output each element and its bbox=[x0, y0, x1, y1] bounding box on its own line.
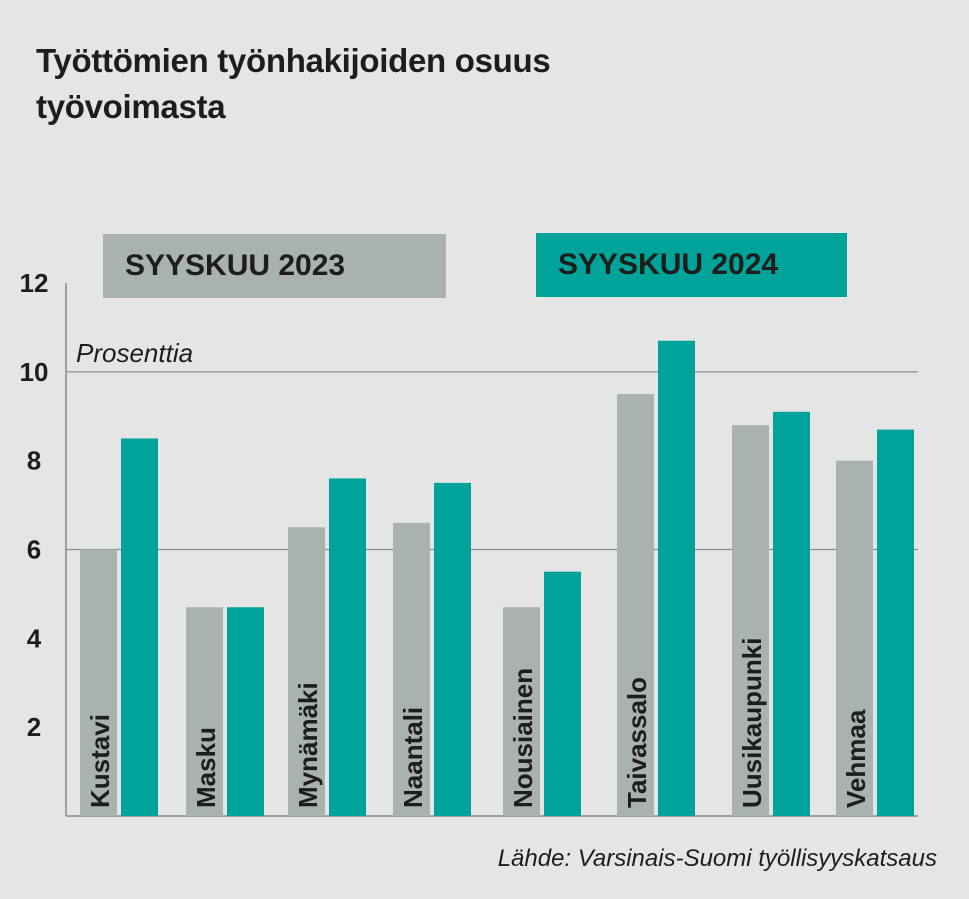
legend-item-2024: SYYSKUU 2024 bbox=[536, 233, 847, 297]
category-label-uusikaupunki: Uusikaupunki bbox=[737, 638, 767, 808]
y-tick-label-12: 12 bbox=[20, 268, 49, 298]
source-note: Lähde: Varsinais-Suomi työllisyyskatsaus bbox=[497, 845, 937, 872]
bar-mynämäki-2024 bbox=[329, 478, 366, 816]
bar-uusikaupunki-2023 bbox=[732, 425, 769, 816]
bar-nousiainen-2023 bbox=[503, 607, 540, 816]
bar-masku-2024 bbox=[227, 607, 264, 816]
category-label-kustavi: Kustavi bbox=[85, 714, 115, 808]
bar-nousiainen-2024 bbox=[544, 571, 581, 816]
y-tick-label-6: 6 bbox=[27, 535, 41, 565]
category-label-vehmaa: Vehmaa bbox=[841, 709, 871, 808]
bar-kustavi-2023 bbox=[80, 549, 117, 816]
bar-naantali-2024 bbox=[434, 482, 471, 816]
y-tick-label-8: 8 bbox=[27, 446, 41, 476]
legend-label-2024: SYYSKUU 2024 bbox=[558, 248, 779, 281]
y-tick-label-4: 4 bbox=[27, 623, 42, 653]
category-label-taivassalo: Taivassalo bbox=[622, 677, 652, 808]
bar-taivassalo-2023 bbox=[617, 394, 654, 816]
legend-item-2023: SYYSKUU 2023 bbox=[103, 234, 446, 298]
bar-naantali-2023 bbox=[393, 522, 430, 816]
category-label-masku: Masku bbox=[191, 727, 221, 808]
chart-title: Työttömien työnhakijoiden osuus työvoima… bbox=[36, 38, 736, 130]
chart-title-line-2: työvoimasta bbox=[36, 88, 226, 125]
y-tick-label-10: 10 bbox=[20, 357, 49, 387]
bar-masku-2023 bbox=[186, 607, 223, 816]
y-tick-label-2: 2 bbox=[27, 712, 41, 742]
bar-uusikaupunki-2024 bbox=[773, 411, 810, 816]
legend-label-2023: SYYSKUU 2023 bbox=[125, 249, 346, 282]
category-label-nousiainen: Nousiainen bbox=[508, 668, 538, 808]
bar-taivassalo-2024 bbox=[658, 340, 695, 816]
bar-kustavi-2024 bbox=[121, 438, 158, 816]
category-label-naantali: Naantali bbox=[398, 707, 428, 808]
bar-mynämäki-2023 bbox=[288, 527, 325, 816]
chart-title-line-1: Työttömien työnhakijoiden osuus bbox=[36, 42, 551, 79]
y-axis-unit-label: Prosenttia bbox=[76, 338, 194, 368]
bar-vehmaa-2024 bbox=[877, 429, 914, 816]
category-label-mynämäki: Mynämäki bbox=[293, 682, 323, 808]
bar-vehmaa-2023 bbox=[836, 460, 873, 816]
